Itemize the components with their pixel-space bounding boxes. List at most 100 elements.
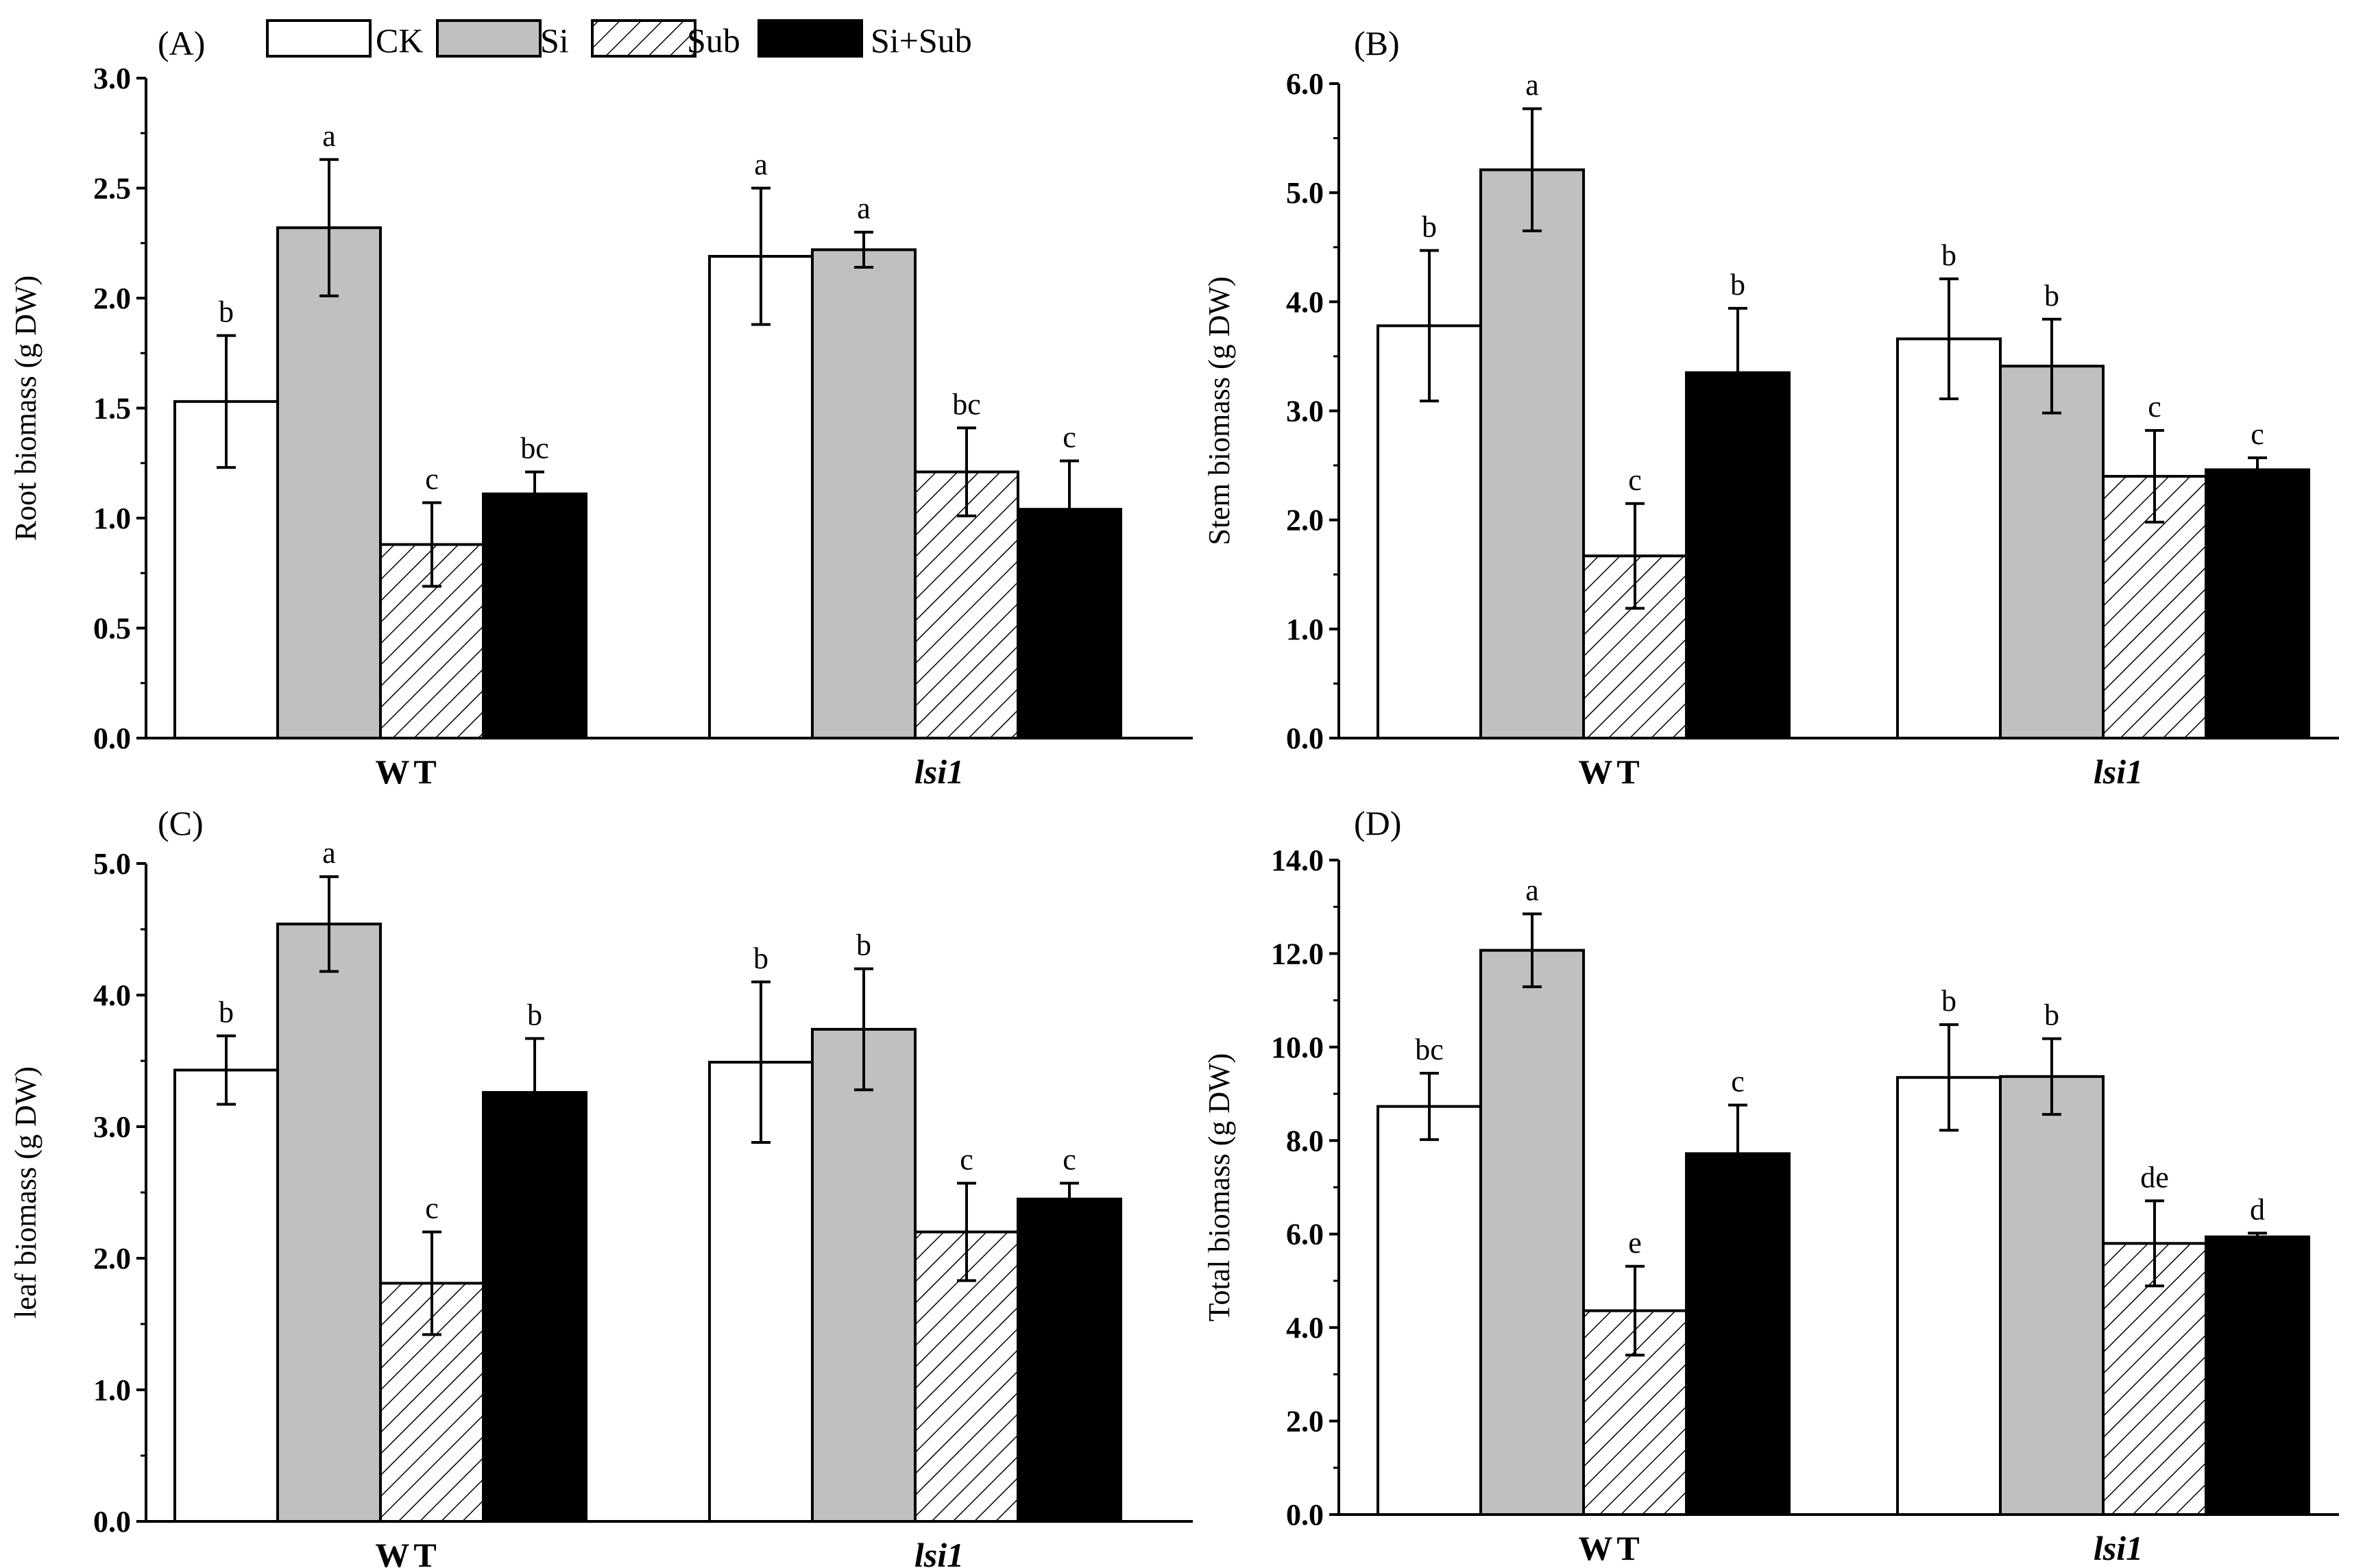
panel-label: (D) xyxy=(1354,804,1401,842)
bar-si-sub-wt xyxy=(482,1091,587,1523)
significance-letter: b xyxy=(1941,984,1956,1018)
significance-letter: c xyxy=(960,1143,973,1177)
y-tick-label: 2.0 xyxy=(93,1242,131,1275)
significance-letter: a xyxy=(857,192,871,225)
y-tick-label: 1.0 xyxy=(1286,613,1324,646)
bar-ck-lsi1 xyxy=(708,1060,814,1523)
y-tick-label: 1.0 xyxy=(93,502,131,535)
y-axis-label: Stem biomass (g DW) xyxy=(1202,276,1236,545)
bar-ck-wt xyxy=(173,1068,279,1523)
significance-letter: c xyxy=(425,1192,439,1225)
bar-si-sub-wt xyxy=(1685,1152,1791,1516)
y-tick-label: 5.0 xyxy=(1286,176,1324,210)
significance-letter: c xyxy=(2148,390,2161,424)
significance-letter: c xyxy=(1628,463,1642,497)
y-tick-label: 3.0 xyxy=(1286,395,1324,428)
y-tick-label: 2.0 xyxy=(1286,504,1324,537)
y-tick-label: 1.0 xyxy=(93,1373,131,1407)
bar-ck-lsi1 xyxy=(708,255,814,739)
significance-letter: c xyxy=(1731,1064,1745,1098)
significance-letter: b xyxy=(219,295,234,329)
significance-letter: a xyxy=(1525,873,1539,907)
bar-si-wt xyxy=(1479,948,1585,1516)
bar-ck-wt xyxy=(1377,1105,1482,1516)
y-tick-label: 2.0 xyxy=(93,282,131,315)
y-tick-label: 2.5 xyxy=(93,172,131,206)
significance-letter: b xyxy=(1422,210,1437,244)
significance-letter: bc xyxy=(952,387,981,421)
legend-label: Sub xyxy=(687,21,740,60)
significance-letter: b xyxy=(1941,238,1956,272)
y-tick-label: 0.0 xyxy=(93,722,131,755)
chart-panel-A: 0.0 0.5 1.0 1.5 2.0 2.5 3.0 Root biomass (g DW)… xyxy=(9,24,1193,791)
legend-label: Si xyxy=(540,21,569,60)
significance-letter: a xyxy=(322,119,336,153)
significance-letter: e xyxy=(1628,1226,1642,1260)
x-category-label: lsi1 xyxy=(2094,1529,2143,1567)
y-tick-label: 10.0 xyxy=(1271,1031,1324,1064)
y-tick-label: 5.0 xyxy=(93,847,131,881)
legend-swatch-si-sub xyxy=(757,19,863,58)
y-tick-label: 14.0 xyxy=(1271,844,1324,877)
y-tick-label: 4.0 xyxy=(1286,285,1324,319)
legend-swatch-si xyxy=(436,19,542,58)
significance-letter: c xyxy=(1063,421,1076,454)
x-category-label: WT xyxy=(1578,1529,1643,1567)
y-tick-label: 4.0 xyxy=(1286,1311,1324,1345)
y-tick-label: 0.0 xyxy=(93,1505,131,1539)
x-category-label: WT xyxy=(375,752,440,791)
y-tick-label: 1.5 xyxy=(93,392,131,426)
y-axis-label: leaf biomass (g DW) xyxy=(9,1066,43,1319)
y-tick-label: 0.0 xyxy=(1286,1498,1324,1532)
bar-sub-lsi1 xyxy=(2102,1242,2207,1517)
panel-label: (B) xyxy=(1354,24,1400,62)
significance-letter: b xyxy=(219,996,234,1029)
bar-ck-lsi1 xyxy=(1896,1076,2002,1516)
significance-letter: a xyxy=(322,836,336,870)
significance-letter: b xyxy=(2044,279,2059,313)
y-tick-label: 4.0 xyxy=(93,979,131,1012)
significance-letter: b xyxy=(856,929,871,962)
panel-label: (A) xyxy=(158,24,205,62)
y-tick-label: 12.0 xyxy=(1271,937,1324,970)
bar-si-lsi1 xyxy=(811,1027,917,1523)
y-tick-label: 6.0 xyxy=(1286,1218,1324,1251)
y-tick-label: 2.0 xyxy=(1286,1405,1324,1438)
significance-letter: b xyxy=(527,998,542,1031)
bar-si-sub-lsi1 xyxy=(2205,468,2310,739)
bar-si-lsi1 xyxy=(1999,1075,2105,1516)
y-tick-label: 8.0 xyxy=(1286,1124,1324,1157)
bar-si-sub-lsi1 xyxy=(2205,1235,2310,1516)
chart-panel-C: 0.0 1.0 2.0 3.0 4.0 5.0 leaf biomass (g DW) (C)… xyxy=(9,804,1193,1568)
x-category-label: WT xyxy=(375,1536,440,1568)
chart-panel-B: 0.0 1.0 2.0 3.0 4.0 5.0 6.0 Stem biomass (g DW)… xyxy=(1202,24,2339,791)
x-category-label: lsi1 xyxy=(914,752,964,791)
y-tick-label: 3.0 xyxy=(93,1110,131,1144)
bar-si-sub-wt xyxy=(482,492,587,739)
bar-si-lsi1 xyxy=(1999,365,2105,739)
bar-si-sub-lsi1 xyxy=(1017,1197,1122,1523)
significance-letter: a xyxy=(1525,69,1539,102)
y-tick-label: 0.0 xyxy=(1286,722,1324,755)
significance-letter: c xyxy=(425,463,439,496)
significance-letter: bc xyxy=(1415,1033,1444,1066)
panel-label: (C) xyxy=(158,804,204,842)
legend-label: CK xyxy=(376,21,423,60)
legend: CK Si Sub Si+Sub xyxy=(266,19,972,60)
y-tick-label: 0.5 xyxy=(93,612,131,646)
y-tick-label: 6.0 xyxy=(1286,67,1324,101)
y-axis-label: Root biomass (g DW) xyxy=(9,275,43,541)
legend-swatch-ck xyxy=(266,19,372,58)
x-category-label: lsi1 xyxy=(914,1536,964,1568)
y-axis-label: Total biomass (g DW) xyxy=(1202,1053,1236,1322)
chart-panel-D: 0.0 2.0 4.0 6.0 8.0 10.0 12.0 14.0 Total biomass… xyxy=(1202,804,2339,1567)
significance-letter: c xyxy=(1063,1143,1076,1177)
significance-letter: b xyxy=(2044,999,2059,1032)
bar-si-wt xyxy=(276,922,382,1523)
significance-letter: a xyxy=(754,148,768,182)
significance-letter: d xyxy=(2250,1192,2265,1226)
significance-letter: b xyxy=(1730,268,1745,302)
significance-letter: b xyxy=(753,942,768,975)
significance-letter: c xyxy=(2251,417,2264,451)
